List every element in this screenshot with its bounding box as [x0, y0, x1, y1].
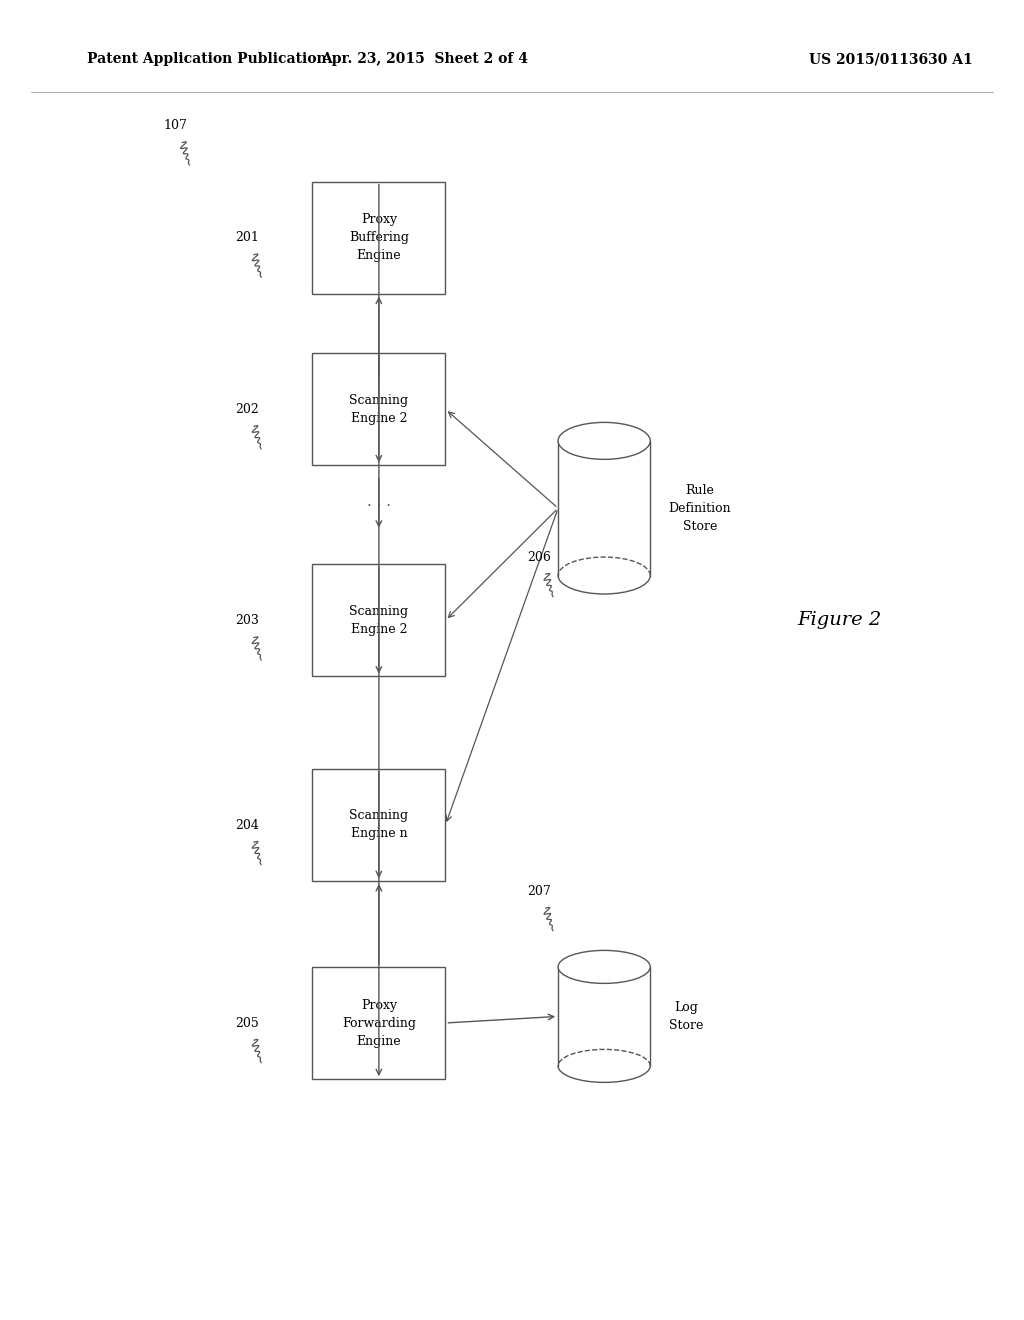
Text: Scanning
Engine 2: Scanning Engine 2: [349, 605, 409, 636]
Bar: [558, 966, 650, 1067]
Text: Apr. 23, 2015  Sheet 2 of 4: Apr. 23, 2015 Sheet 2 of 4: [322, 53, 528, 66]
Text: Log
Store: Log Store: [669, 1001, 703, 1032]
Text: 205: 205: [236, 1016, 259, 1030]
Text: Proxy
Forwarding
Engine: Proxy Forwarding Engine: [342, 998, 416, 1048]
Text: 201: 201: [236, 231, 259, 244]
Bar: [312, 354, 445, 466]
Text: US 2015/0113630 A1: US 2015/0113630 A1: [809, 53, 973, 66]
Text: 203: 203: [236, 614, 259, 627]
Text: Proxy
Buffering
Engine: Proxy Buffering Engine: [349, 213, 409, 263]
Bar: [312, 966, 445, 1080]
Text: Figure 2: Figure 2: [798, 611, 882, 630]
Bar: [558, 441, 650, 576]
Text: 206: 206: [527, 550, 551, 564]
Bar: [312, 768, 445, 882]
Ellipse shape: [558, 422, 650, 459]
Text: 107: 107: [164, 119, 187, 132]
Text: . . .: . . .: [367, 495, 391, 508]
Text: 207: 207: [527, 884, 551, 898]
Text: Scanning
Engine 2: Scanning Engine 2: [349, 393, 409, 425]
Text: Scanning
Engine n: Scanning Engine n: [349, 809, 409, 841]
Ellipse shape: [558, 950, 650, 983]
Bar: [312, 181, 445, 294]
Bar: [312, 565, 445, 676]
Text: Rule
Definition
Store: Rule Definition Store: [669, 483, 731, 533]
Text: Patent Application Publication: Patent Application Publication: [87, 53, 327, 66]
Text: 202: 202: [236, 403, 259, 416]
Text: 204: 204: [236, 818, 259, 832]
